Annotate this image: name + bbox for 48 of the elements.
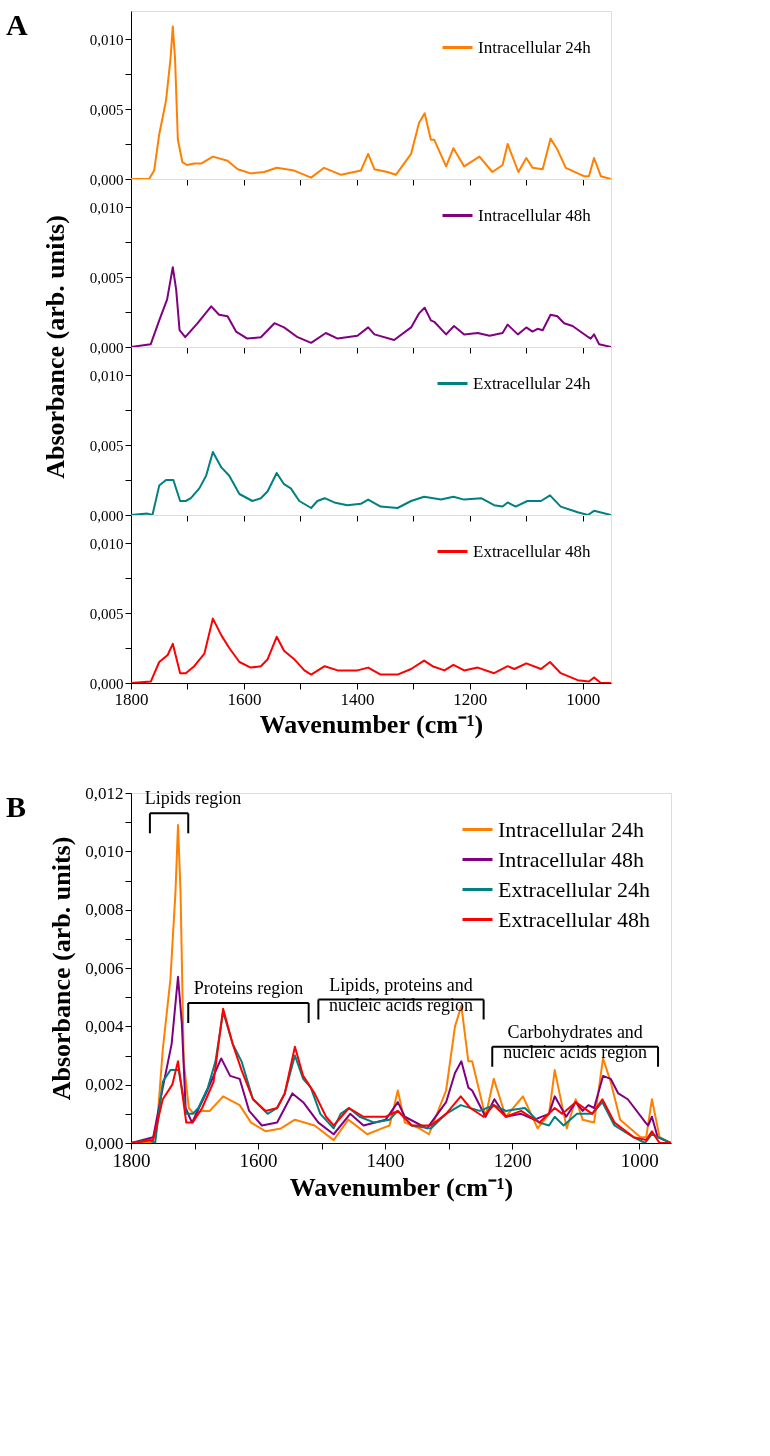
y-tick-label: 0,005 [89, 269, 124, 286]
annotation: Proteins region [193, 978, 304, 998]
y-tick-label: 0,012 [85, 783, 124, 803]
legend-label: Extracellular 24h [498, 876, 651, 902]
y-tick-label: 0,010 [85, 841, 124, 861]
y-tick-label: 0,005 [89, 605, 124, 622]
y-tick-label: 0,010 [89, 535, 124, 552]
text: A [6, 8, 28, 41]
text: B [6, 790, 27, 823]
y-tick-label: 0,008 [85, 900, 124, 920]
annotation: Carbohydrates and nucleic acids region [503, 1021, 648, 1062]
y-tick-label: 0,004 [85, 1016, 124, 1036]
y-tick-label: 0,006 [85, 958, 124, 978]
x-tick-label: 1600 [239, 1149, 278, 1171]
y-axis-title: Absorbance (arb. units) [47, 836, 77, 1101]
legend-label: Intracellular 24h [478, 37, 592, 57]
y-tick-label: 0,010 [89, 199, 124, 216]
y-tick-label: 0,005 [89, 437, 124, 454]
legend-label: Extracellular 24h [473, 373, 592, 393]
x-tick-label: 1400 [340, 689, 375, 709]
line-series [131, 25, 611, 179]
x-tick-label: 1800 [114, 689, 149, 709]
x-tick-label: 1000 [620, 1149, 659, 1171]
x-tick-label: 1200 [493, 1149, 532, 1171]
y-tick-label: 0,000 [89, 339, 124, 356]
y-tick-label: 0,010 [89, 31, 124, 48]
y-tick-label: 0,000 [89, 507, 124, 524]
y-tick-label: 0,010 [89, 367, 124, 384]
x-tick-label: 1200 [453, 689, 488, 709]
y-tick-label: 0,000 [89, 675, 124, 692]
x-tick-label: 1000 [566, 689, 601, 709]
x-tick-label: 1400 [366, 1149, 405, 1171]
line-series [131, 451, 611, 515]
y-axis-title: Absorbance (arb. units) [41, 215, 70, 479]
x-axis-title: Wavenumber (cm⁻¹) [289, 1172, 514, 1202]
annotation: Lipids region [144, 788, 242, 809]
x-axis-title: Wavenumber (cm⁻¹) [259, 709, 484, 739]
x-tick-label: 1600 [227, 689, 262, 709]
legend-label: Extracellular 48h [498, 906, 651, 932]
legend-label: Intracellular 24h [498, 816, 644, 842]
y-tick-label: 0,005 [89, 101, 124, 118]
legend-label: Extracellular 48h [473, 541, 592, 561]
annotation: Lipids, proteins and nucleic acids region [329, 974, 473, 1015]
y-tick-label: 0,002 [85, 1075, 124, 1095]
line-series [131, 266, 611, 347]
legend-label: Intracellular 48h [478, 205, 592, 225]
y-tick-label: 0,000 [89, 171, 124, 188]
legend-label: Intracellular 48h [498, 846, 644, 872]
